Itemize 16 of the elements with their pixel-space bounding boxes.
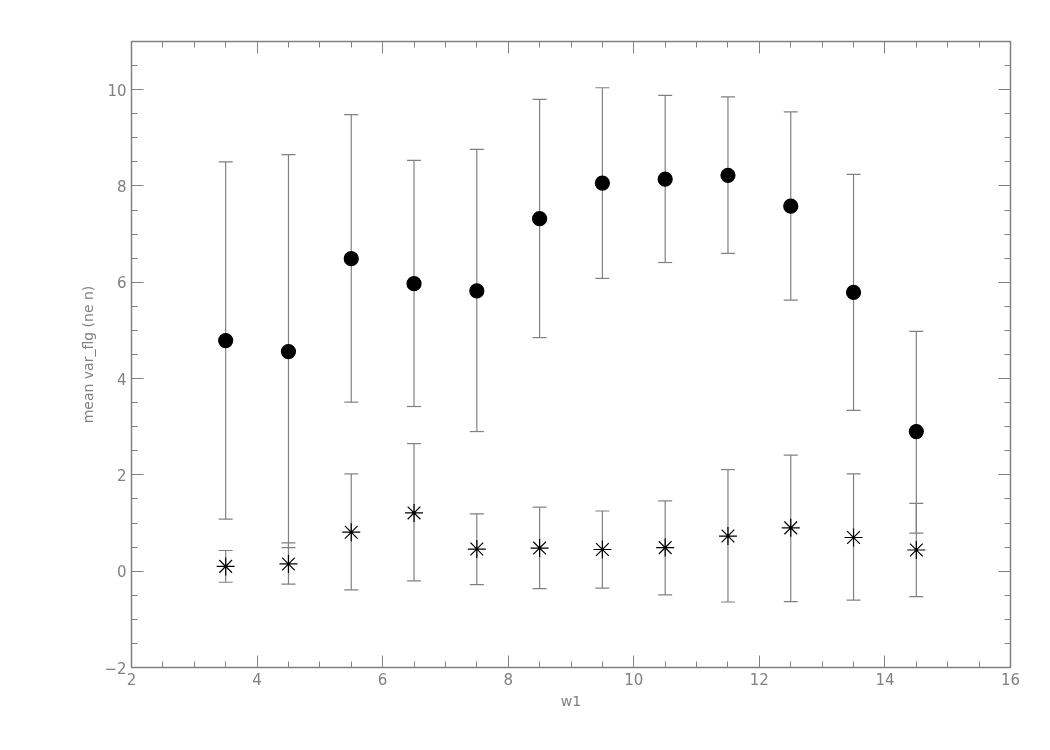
x-tick-label: 4 [252,670,262,689]
y-tick-label: 4 [116,370,127,389]
x-tick-label: 14 [875,670,895,689]
y-tick-label: 10 [107,81,127,100]
x-tick-label: 10 [624,670,644,689]
y-tick-label: 0 [116,563,127,582]
x-tick-label: 8 [503,670,513,689]
y-tick-label: 6 [116,274,127,293]
x-axis-title: w1 [560,692,582,709]
x-tick-label: 6 [377,670,388,689]
y-tick-label: 2 [116,466,127,485]
y-tick-label: 8 [116,177,127,196]
y-axis-title: mean var_flg (ne n) [80,285,97,424]
x-tick-label: 12 [749,670,769,689]
y-tick-label: −2 [104,659,127,678]
x-tick-label: 16 [1000,670,1021,689]
